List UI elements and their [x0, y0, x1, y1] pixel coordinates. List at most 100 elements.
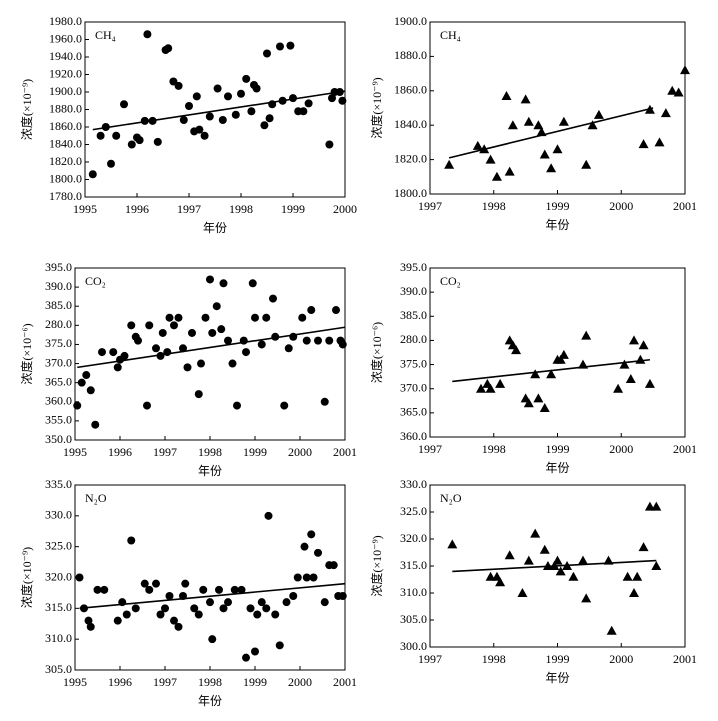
data-point	[314, 336, 322, 345]
data-point	[88, 170, 97, 179]
y-tick-label: 365.0	[45, 374, 72, 388]
data-point	[260, 121, 269, 130]
panel-label: CO₂	[440, 274, 461, 288]
data-point	[447, 539, 458, 549]
y-tick-label: 305.0	[45, 662, 72, 676]
data-point	[329, 561, 338, 570]
x-tick-label: 1999	[281, 202, 305, 216]
data-point	[680, 65, 690, 75]
y-tick-label: 1820.0	[394, 151, 427, 165]
y-tick-label: 280.0	[400, 332, 427, 346]
data-point	[302, 573, 311, 582]
data-point	[174, 313, 183, 322]
data-point	[242, 74, 251, 83]
data-point	[625, 374, 636, 384]
x-tick-label: 2000	[609, 199, 633, 213]
data-point	[539, 149, 550, 159]
y-tick-label: 350.0	[45, 432, 72, 446]
x-tick-label: 1997	[177, 202, 201, 216]
data-point	[127, 321, 136, 330]
data-point	[197, 359, 205, 368]
data-point	[181, 579, 190, 588]
x-tick-label: 2001	[673, 199, 697, 213]
trend-line	[452, 358, 651, 383]
data-point	[298, 313, 307, 322]
data-point	[77, 378, 86, 387]
data-point	[228, 359, 237, 368]
data-point	[472, 140, 483, 150]
data-point	[552, 555, 563, 565]
data-point	[219, 279, 228, 288]
data-point	[86, 386, 95, 395]
x-tick-label: 1996	[125, 202, 149, 216]
data-point	[622, 571, 633, 581]
x-axis-label: 年份	[198, 694, 222, 708]
data-point	[152, 579, 160, 588]
data-point	[152, 344, 160, 353]
y-tick-label: 390.0	[45, 279, 72, 293]
y-tick-label: 390.0	[400, 284, 427, 298]
data-point	[307, 530, 316, 539]
plot-frame	[429, 267, 686, 438]
y-tick-label: 325.0	[400, 504, 427, 518]
y-axis-label: 浓度(×10⁻⁹)	[369, 535, 384, 596]
data-point	[619, 359, 630, 369]
y-tick-label: 370.0	[400, 380, 427, 394]
data-point	[120, 100, 128, 109]
x-tick-label: 1999	[243, 675, 267, 689]
panel-label: CO₂	[85, 274, 106, 288]
plot-frame	[429, 21, 686, 195]
data-point	[188, 328, 196, 337]
data-point	[638, 542, 649, 552]
trend-line	[92, 90, 346, 131]
data-point	[280, 401, 289, 410]
y-tick-label: 385.0	[400, 308, 427, 322]
data-point	[217, 325, 226, 334]
data-point	[325, 336, 334, 345]
x-tick-label: 1999	[243, 445, 267, 459]
x-tick-label: 1997	[418, 199, 442, 213]
data-point	[96, 131, 105, 140]
data-point	[533, 120, 544, 130]
y-tick-label: 1960.0	[49, 31, 82, 45]
data-point	[286, 41, 295, 50]
data-point	[251, 313, 259, 322]
data-point	[269, 294, 277, 303]
data-point	[107, 159, 115, 168]
y-tick-label: 280.0	[45, 317, 72, 331]
x-tick-label: 1998	[198, 445, 222, 459]
data-point	[555, 354, 566, 364]
x-axis-label: 年份	[545, 218, 569, 232]
data-point	[242, 653, 250, 662]
data-point	[638, 139, 649, 149]
y-tick-label: 395.0	[45, 260, 72, 274]
data-point	[174, 81, 183, 90]
data-point	[635, 354, 646, 364]
data-point	[264, 511, 273, 520]
data-point	[501, 90, 512, 100]
data-point	[219, 604, 228, 613]
data-point	[533, 393, 544, 403]
data-point	[201, 313, 210, 322]
data-point	[523, 116, 534, 126]
data-point	[253, 610, 262, 619]
y-tick-label: 1900.0	[49, 84, 82, 98]
data-point	[190, 604, 199, 613]
data-point	[140, 116, 149, 125]
y-tick-label: 335.0	[45, 477, 72, 491]
data-point	[476, 383, 486, 393]
x-axis-label: 年份	[203, 221, 227, 235]
y-tick-label: 1780.0	[49, 189, 82, 203]
data-point	[213, 84, 222, 93]
data-point	[75, 573, 84, 582]
data-point	[632, 571, 643, 581]
x-tick-label: 1999	[546, 442, 570, 456]
data-point	[224, 336, 232, 345]
data-point	[218, 116, 227, 124]
data-point	[530, 369, 541, 379]
data-point	[200, 131, 209, 140]
data-point	[145, 585, 154, 594]
data-point	[523, 555, 534, 565]
data-point	[257, 598, 266, 607]
y-tick-label: 1860.0	[394, 83, 427, 97]
